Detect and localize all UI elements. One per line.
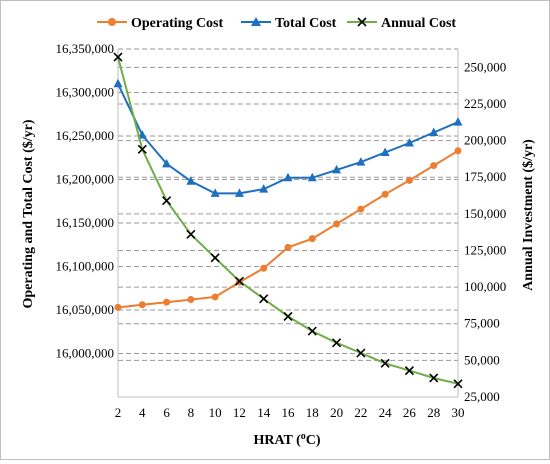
series-line-annual-cost xyxy=(117,56,459,385)
data-point-annual-cost xyxy=(162,196,172,206)
data-point-annual-cost xyxy=(234,276,244,286)
legend-marker-operating-cost xyxy=(108,18,116,26)
legend-marker-annual-cost xyxy=(357,17,367,27)
data-point-operating-cost xyxy=(308,235,316,243)
x-tick-label: 4 xyxy=(139,405,146,420)
x-axis-title-main: HRAT ( xyxy=(253,433,301,448)
y-left-tick-label: 16,000,000 xyxy=(56,346,115,361)
data-point-total-cost xyxy=(259,184,269,193)
x-tick-label: 18 xyxy=(306,405,319,420)
x-tick-label: 28 xyxy=(427,405,440,420)
data-point-total-cost xyxy=(356,157,366,166)
data-point-operating-cost xyxy=(454,147,462,155)
y-right-tick-label: 225,000 xyxy=(464,96,506,111)
y-axis-left-title: Operating and Total Cost ($/yr) xyxy=(21,119,36,308)
y-left-tick-label: 16,050,000 xyxy=(56,302,115,317)
data-point-total-cost xyxy=(162,158,172,168)
y-left-tick-label: 16,150,000 xyxy=(56,215,115,230)
y-left-tick-label: 16,250,000 xyxy=(56,128,115,143)
data-point-annual-cost xyxy=(380,358,390,368)
y-right-tick-label: 50,000 xyxy=(464,352,500,367)
y-right-tick-label: 200,000 xyxy=(464,133,506,148)
data-point-operating-cost xyxy=(114,303,122,311)
data-point-operating-cost xyxy=(357,205,365,213)
data-point-total-cost xyxy=(113,78,123,88)
x-tick-label: 6 xyxy=(163,405,170,420)
legend-item-annual-cost: Annual Cost xyxy=(347,16,456,31)
x-axis-title: HRAT (oC) xyxy=(253,431,320,448)
x-tick-label: 14 xyxy=(257,405,271,420)
data-point-operating-cost xyxy=(333,220,341,228)
data-point-total-cost xyxy=(210,188,220,197)
x-tick-label: 30 xyxy=(452,405,465,420)
data-point-total-cost xyxy=(234,188,244,197)
y-left-tick-label: 16,100,000 xyxy=(56,259,115,274)
legend-label-total-cost: Total Cost xyxy=(275,16,337,31)
x-tick-label: 10 xyxy=(209,405,222,420)
data-point-annual-cost xyxy=(404,366,414,376)
y-right-tick-label: 250,000 xyxy=(464,59,506,74)
y-right-tick-label: 100,000 xyxy=(464,279,506,294)
y-left-tick-label: 16,350,000 xyxy=(56,41,115,56)
data-point-total-cost xyxy=(307,172,317,182)
data-point-annual-cost xyxy=(283,311,293,321)
x-axis-title-end: C) xyxy=(306,433,321,448)
y-right-tick-label: 25,000 xyxy=(464,389,500,404)
data-point-annual-cost xyxy=(429,373,439,383)
y-right-tick-label: 175,000 xyxy=(464,169,506,184)
x-tick-label: 12 xyxy=(233,405,246,420)
data-point-operating-cost xyxy=(260,264,268,272)
x-tick-label: 20 xyxy=(330,405,343,420)
legend-label-annual-cost: Annual Cost xyxy=(381,16,456,31)
y-right-tick-label: 125,000 xyxy=(464,242,506,257)
data-point-total-cost xyxy=(429,127,439,137)
data-point-total-cost xyxy=(380,147,390,157)
x-tick-label: 24 xyxy=(379,405,393,420)
data-point-operating-cost xyxy=(381,190,389,198)
data-point-total-cost xyxy=(332,164,342,174)
data-point-annual-cost xyxy=(210,253,220,263)
y-left-tick-label: 16,300,000 xyxy=(56,85,115,100)
data-point-total-cost xyxy=(186,176,196,185)
data-point-annual-cost xyxy=(307,326,317,336)
x-tick-label: 22 xyxy=(354,405,367,420)
data-point-annual-cost xyxy=(137,144,147,154)
data-point-operating-cost xyxy=(211,293,219,301)
x-tick-label: 16 xyxy=(282,405,296,420)
x-tick-label: 8 xyxy=(188,405,195,420)
data-point-operating-cost xyxy=(405,176,413,184)
legend-label-operating-cost: Operating Cost xyxy=(131,16,224,31)
data-point-operating-cost xyxy=(430,162,438,170)
y-right-tick-label: 75,000 xyxy=(464,316,500,331)
legend-item-total-cost: Total Cost xyxy=(241,16,337,31)
x-tick-label: 26 xyxy=(403,405,417,420)
data-point-annual-cost xyxy=(113,52,123,62)
x-axis-title-superscript: o xyxy=(301,431,306,442)
data-point-total-cost xyxy=(453,117,463,126)
legend-marker-total-cost xyxy=(251,17,261,26)
x-tick-label: 2 xyxy=(115,405,122,420)
data-point-annual-cost xyxy=(259,294,269,304)
y-right-tick-label: 150,000 xyxy=(464,206,506,221)
data-point-operating-cost xyxy=(163,298,171,306)
data-point-operating-cost xyxy=(284,243,292,251)
data-point-total-cost xyxy=(404,137,414,147)
data-point-total-cost xyxy=(137,130,147,139)
gridlines xyxy=(118,48,458,398)
data-point-total-cost xyxy=(283,172,293,182)
data-point-annual-cost xyxy=(186,229,196,239)
series-layer xyxy=(113,52,463,389)
data-point-operating-cost xyxy=(138,301,146,309)
data-point-annual-cost xyxy=(332,338,342,348)
legend-item-operating-cost: Operating Cost xyxy=(97,16,224,31)
axes: 16,350,000 16,300,000 16,250,000 16,200,000… xyxy=(56,41,507,420)
data-point-annual-cost xyxy=(453,379,463,389)
legend: Operating Cost Total Cost Annual Cost xyxy=(97,16,456,31)
y-axis-right-title: Annual Investment ($/yr) xyxy=(521,139,536,291)
data-point-operating-cost xyxy=(187,296,195,304)
y-left-tick-label: 16,200,000 xyxy=(56,172,115,187)
data-point-annual-cost xyxy=(356,348,366,358)
